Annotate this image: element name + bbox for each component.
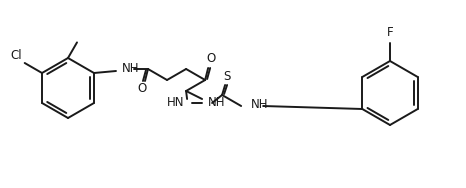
Text: NH: NH: [251, 98, 268, 111]
Text: NH: NH: [122, 62, 139, 76]
Text: O: O: [206, 52, 216, 65]
Text: HN: HN: [166, 96, 184, 109]
Text: O: O: [137, 82, 147, 95]
Text: F: F: [387, 26, 393, 39]
Text: S: S: [223, 70, 231, 83]
Text: NH: NH: [208, 96, 226, 109]
Text: Cl: Cl: [10, 49, 22, 62]
